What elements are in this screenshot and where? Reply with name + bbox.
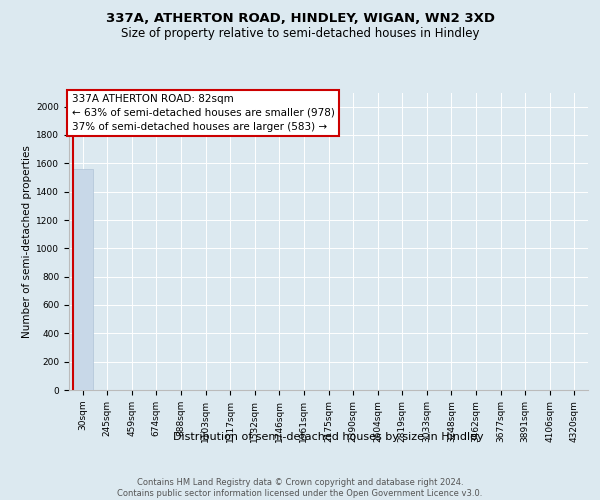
- Text: 337A ATHERTON ROAD: 82sqm
← 63% of semi-detached houses are smaller (978)
37% of: 337A ATHERTON ROAD: 82sqm ← 63% of semi-…: [71, 94, 334, 132]
- Text: 337A, ATHERTON ROAD, HINDLEY, WIGAN, WN2 3XD: 337A, ATHERTON ROAD, HINDLEY, WIGAN, WN2…: [106, 12, 494, 26]
- Bar: [72, 169, 93, 390]
- Y-axis label: Number of semi-detached properties: Number of semi-detached properties: [22, 145, 32, 338]
- Text: Size of property relative to semi-detached houses in Hindley: Size of property relative to semi-detach…: [121, 28, 479, 40]
- Text: Contains HM Land Registry data © Crown copyright and database right 2024.
Contai: Contains HM Land Registry data © Crown c…: [118, 478, 482, 498]
- Text: Distribution of semi-detached houses by size in Hindley: Distribution of semi-detached houses by …: [173, 432, 484, 442]
